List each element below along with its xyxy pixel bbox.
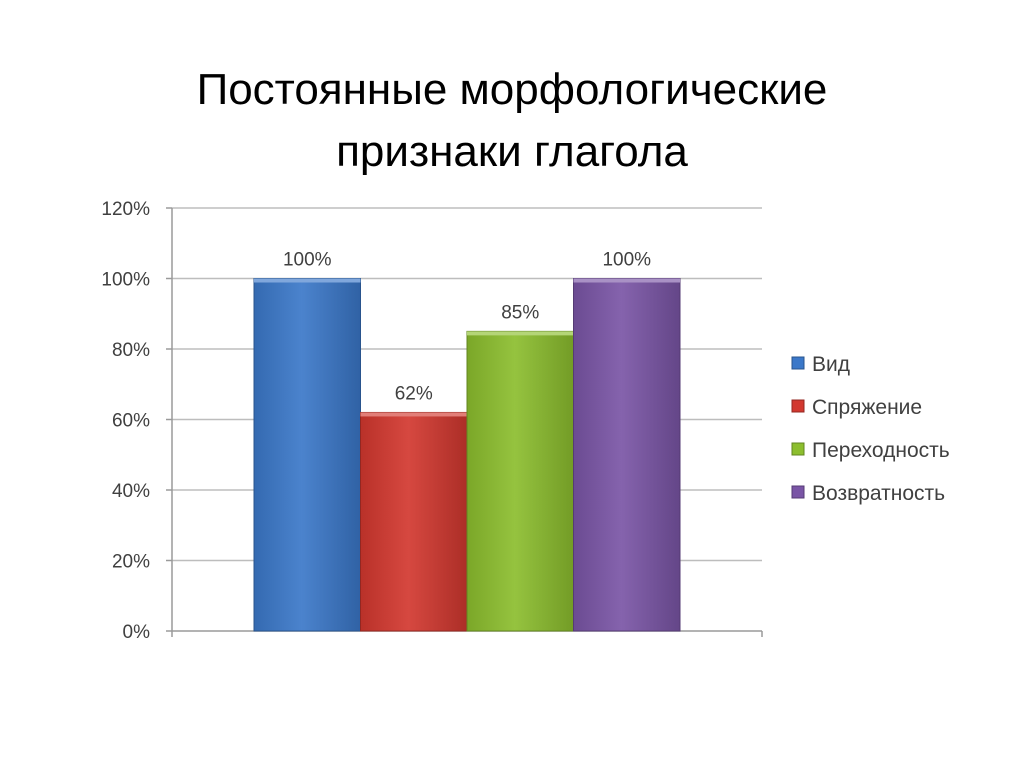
bar-top-highlight: [254, 278, 361, 283]
bar-4: [573, 278, 681, 632]
bar-data-label: 100%: [283, 250, 332, 271]
legend-label: Переходность: [812, 439, 950, 462]
legend-swatch: [791, 356, 805, 370]
y-tick-label: 40%: [112, 481, 150, 502]
y-tick-label: 120%: [101, 199, 150, 220]
bar-data-label: 100%: [602, 250, 651, 271]
bar-data-label: 85%: [501, 302, 539, 323]
bar-3: [466, 330, 574, 632]
y-tick-label: 60%: [112, 411, 150, 432]
bar-top-highlight: [467, 331, 574, 336]
slide-title-line-2: признаки глагола: [336, 127, 688, 177]
y-tick-label: 100%: [101, 270, 150, 291]
legend-label: Вид: [812, 353, 850, 376]
legend-swatch: [791, 399, 805, 413]
legend-label: Спряжение: [812, 396, 922, 419]
legend-label: Возвратность: [812, 482, 945, 505]
bar-top-highlight: [573, 278, 680, 283]
legend-swatch: [791, 442, 805, 456]
slide-title: Постоянные морфологические признаки глаг…: [0, 59, 1024, 183]
legend-swatch: [791, 485, 805, 499]
bar-top-highlight: [360, 412, 467, 417]
slide-title-line-1: Постоянные морфологические: [196, 65, 828, 115]
bar-data-label: 62%: [395, 383, 433, 404]
bar-1: [253, 278, 361, 632]
y-tick-label: 20%: [112, 552, 150, 573]
y-tick-label: 80%: [112, 340, 150, 361]
bar-2: [360, 411, 468, 632]
y-tick-label: 0%: [123, 622, 151, 643]
